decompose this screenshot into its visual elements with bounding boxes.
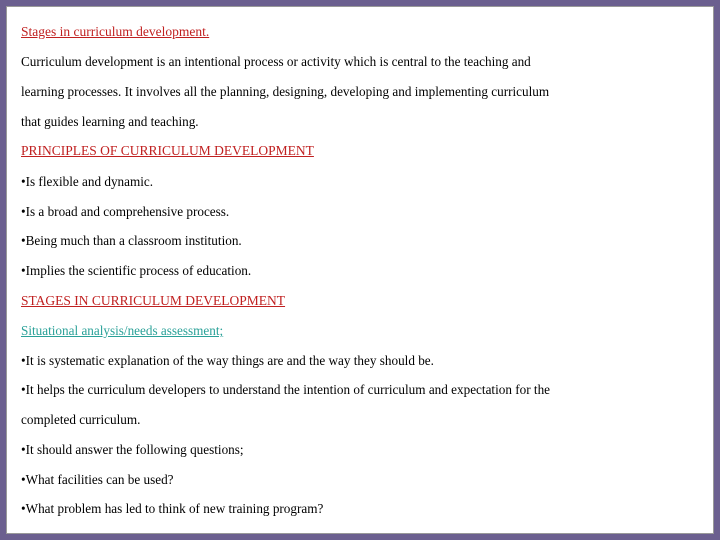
bullet-continuation: completed curriculum. [21,405,699,435]
bullet-item: •Is a broad and comprehensive process. [21,197,699,227]
bullet-item: •It helps the curriculum developers to u… [21,375,699,405]
intro-paragraph-line: that guides learning and teaching. [21,107,699,137]
stages-heading: STAGES IN CURRICULUM DEVELOPMENT [21,286,699,316]
situational-subheading: Situational analysis/needs assessment; [21,316,699,346]
slide-content-panel: Stages in curriculum development. Curric… [6,6,714,534]
slide-frame: Stages in curriculum development. Curric… [0,0,720,540]
bullet-item: •Implies the scientific process of educa… [21,256,699,286]
principles-heading: PRINCIPLES OF CURRICULUM DEVELOPMENT [21,136,699,166]
bullet-item: •What problem has led to think of new tr… [21,494,699,524]
bullet-item: •Is flexible and dynamic. [21,167,699,197]
intro-paragraph-line: learning processes. It involves all the … [21,77,699,107]
bullet-item: •It is systematic explanation of the way… [21,346,699,376]
bullet-item: •What facilities can be used? [21,465,699,495]
bullet-item: •It should answer the following question… [21,435,699,465]
intro-paragraph-line: Curriculum development is an intentional… [21,47,699,77]
bullet-item: •Being much than a classroom institution… [21,226,699,256]
document-title: Stages in curriculum development. [21,17,699,47]
